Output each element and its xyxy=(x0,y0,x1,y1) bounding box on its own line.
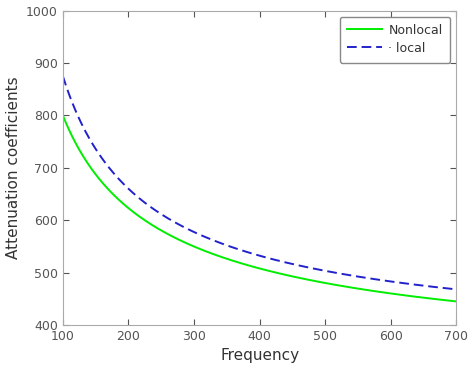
Nonlocal xyxy=(294,275,300,280)
Nonlocal xyxy=(60,113,66,118)
· local xyxy=(383,279,388,283)
Legend: Nonlocal, · local: Nonlocal, · local xyxy=(340,17,450,63)
· local xyxy=(60,74,66,78)
X-axis label: Frequency: Frequency xyxy=(220,348,299,363)
Nonlocal xyxy=(273,270,279,275)
Nonlocal xyxy=(454,299,459,304)
· local xyxy=(454,287,459,292)
Line: Nonlocal: Nonlocal xyxy=(63,115,456,301)
Nonlocal xyxy=(444,298,450,303)
· local xyxy=(444,286,450,290)
· local xyxy=(273,258,279,262)
· local xyxy=(294,263,300,267)
Nonlocal xyxy=(247,263,253,268)
Nonlocal xyxy=(249,264,255,269)
Y-axis label: Attenuation coefficients: Attenuation coefficients xyxy=(6,76,20,259)
· local xyxy=(247,251,253,255)
Nonlocal xyxy=(383,290,388,295)
· local xyxy=(249,251,255,256)
Line: · local: · local xyxy=(63,76,456,289)
